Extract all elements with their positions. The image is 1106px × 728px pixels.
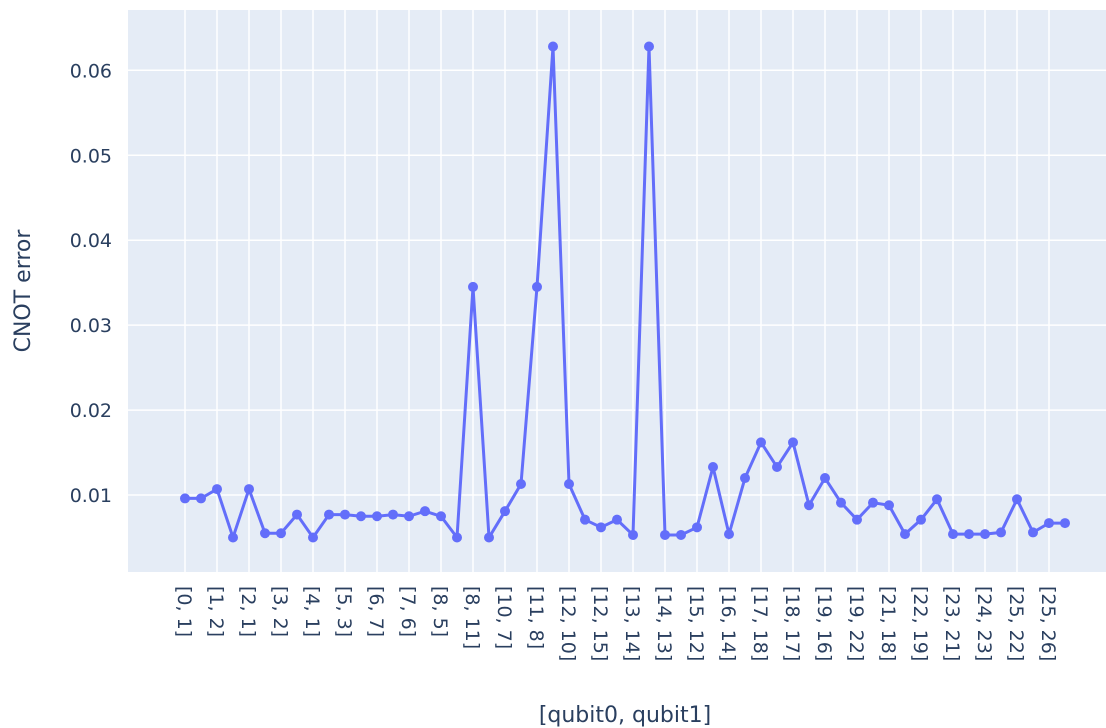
marker [980,529,990,540]
marker [420,506,430,517]
x-tick-label: [12, 15] [589,586,611,661]
marker [564,478,574,489]
marker [484,532,494,543]
x-tick-label: [17, 18] [749,586,771,661]
x-tick-label: [22, 19] [909,586,931,661]
x-tick-label: [24, 23] [973,586,995,661]
x-tick-label: [25, 26] [1037,586,1059,661]
marker [852,514,862,525]
x-tick-label: [10, 7] [493,586,515,649]
marker [932,494,942,505]
marker [180,493,190,504]
marker [836,497,846,508]
marker [1012,494,1022,505]
marker [580,514,590,525]
x-tick-label: [6, 7] [365,586,387,637]
marker [916,514,926,525]
marker [1028,527,1038,538]
y-axis-title: CNOT error [11,229,36,353]
x-tick-label: [21, 18] [877,586,899,661]
x-tick-label: [11, 8] [525,586,547,649]
x-tick-label: [1, 2] [205,586,227,637]
x-axis-title: [qubit0, qubit1] [539,703,711,728]
marker [244,484,254,495]
marker [660,529,670,540]
marker [532,281,542,292]
marker [948,529,958,540]
marker [900,529,910,540]
marker [196,493,206,504]
y-tick-label: 0.04 [70,230,112,252]
x-tick-label: [19, 22] [845,586,867,661]
marker [692,522,702,533]
marker [436,511,446,522]
x-tick-label: [2, 1] [237,586,259,637]
x-tick-label: [25, 22] [1005,586,1027,661]
x-tick-label: [18, 17] [781,586,803,661]
marker [468,281,478,292]
plot-area [128,10,1106,572]
x-tick-label: [15, 12] [685,586,707,661]
marker [724,529,734,540]
marker [324,509,334,520]
x-tick-label: [8, 5] [429,586,451,637]
marker [756,437,766,448]
marker [260,528,270,539]
marker [740,473,750,484]
y-tick-label: 0.05 [70,145,112,167]
x-tick-label: [16, 14] [717,586,739,661]
x-tick-label: [5, 3] [333,586,355,637]
marker [788,437,798,448]
marker [964,529,974,540]
marker [276,528,286,539]
x-tick-label: [23, 21] [941,586,963,661]
y-tick-label: 0.03 [70,315,112,337]
y-tick-label: 0.06 [70,60,112,82]
marker [308,532,318,543]
marker [676,529,686,540]
marker [628,529,638,540]
marker [356,511,366,522]
y-tick-label: 0.02 [70,400,112,422]
marker [804,500,814,511]
marker [548,41,558,52]
x-tick-label: [8, 11] [461,586,483,649]
marker [1060,518,1070,529]
y-tick-label: 0.01 [70,485,112,507]
marker [868,497,878,508]
marker [452,532,462,543]
marker [292,509,302,520]
marker [1044,518,1054,529]
marker [500,506,510,517]
marker [228,532,238,543]
x-tick-label: [19, 16] [813,586,835,661]
x-tick-label: [3, 2] [269,586,291,637]
x-tick-label: [0, 1] [173,586,195,637]
marker [372,511,382,522]
marker [596,522,606,533]
marker [212,484,222,495]
marker [612,514,622,525]
x-tick-label: [4, 1] [301,586,323,637]
marker [644,41,654,52]
x-tick-label: [14, 13] [653,586,675,661]
marker [772,462,782,473]
marker [996,527,1006,538]
x-tick-label: [12, 10] [557,586,579,661]
marker [404,511,414,522]
marker [340,509,350,520]
marker [388,509,398,520]
marker [516,478,526,489]
x-tick-label: [13, 14] [621,586,643,661]
x-tick-label: [7, 6] [397,586,419,637]
marker [820,473,830,484]
marker [708,462,718,473]
marker [884,500,894,511]
